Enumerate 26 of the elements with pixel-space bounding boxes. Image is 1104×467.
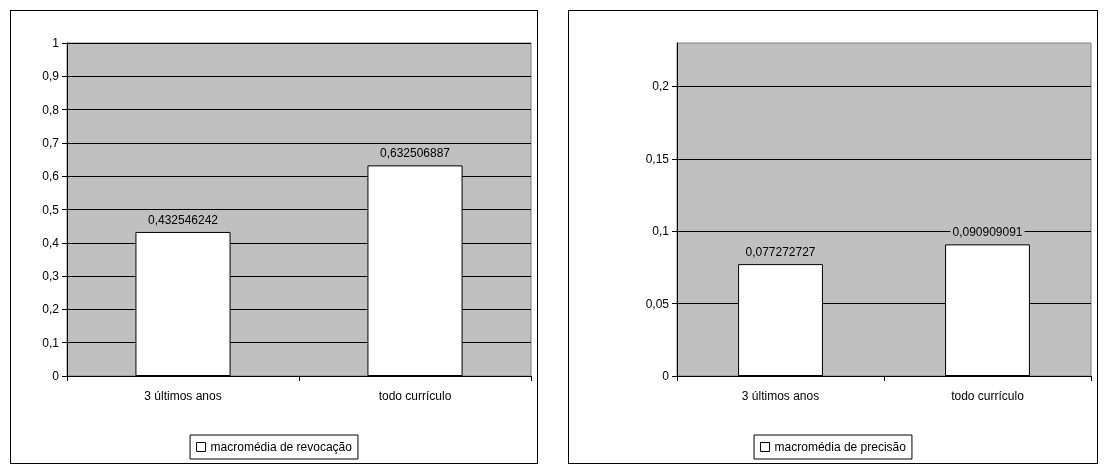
x-tick-label: 3 últimos anos <box>741 389 820 403</box>
y-tick-label: 0,2 <box>652 79 670 94</box>
data-label: 0,432546242 <box>147 212 219 227</box>
legend-label: macromédia de precisão <box>774 440 907 454</box>
y-tick-label: 0,9 <box>42 69 60 84</box>
legend-label: macromédia de revocação <box>210 440 353 454</box>
x-tick-label: todo currículo <box>378 389 452 403</box>
y-tick-label: 0,6 <box>42 169 60 184</box>
y-tick-label: 0 <box>52 369 60 383</box>
data-label: 0,090909091 <box>952 225 1023 240</box>
y-tick-label: 0,15 <box>645 151 670 166</box>
data-label: 0,632506887 <box>379 146 451 161</box>
y-tick-label: 0,3 <box>42 269 60 284</box>
x-tick-label: todo currículo <box>951 389 1025 403</box>
y-tick-label: 0 <box>662 369 670 383</box>
y-tick-label: 0,1 <box>42 335 60 350</box>
y-tick-label: 0,7 <box>42 135 60 150</box>
y-tick-label: 0,5 <box>42 202 60 217</box>
x-tick-label: 3 últimos anos <box>144 389 222 403</box>
data-label: 0,077272727 <box>745 245 816 260</box>
y-tick-label: 0,1 <box>652 224 670 239</box>
y-tick-label: 1 <box>52 36 60 50</box>
y-tick-label: 0,4 <box>42 235 60 250</box>
y-tick-label: 0,2 <box>42 302 60 317</box>
y-tick-label: 0,8 <box>42 102 60 117</box>
y-tick-label: 0,05 <box>645 296 670 311</box>
